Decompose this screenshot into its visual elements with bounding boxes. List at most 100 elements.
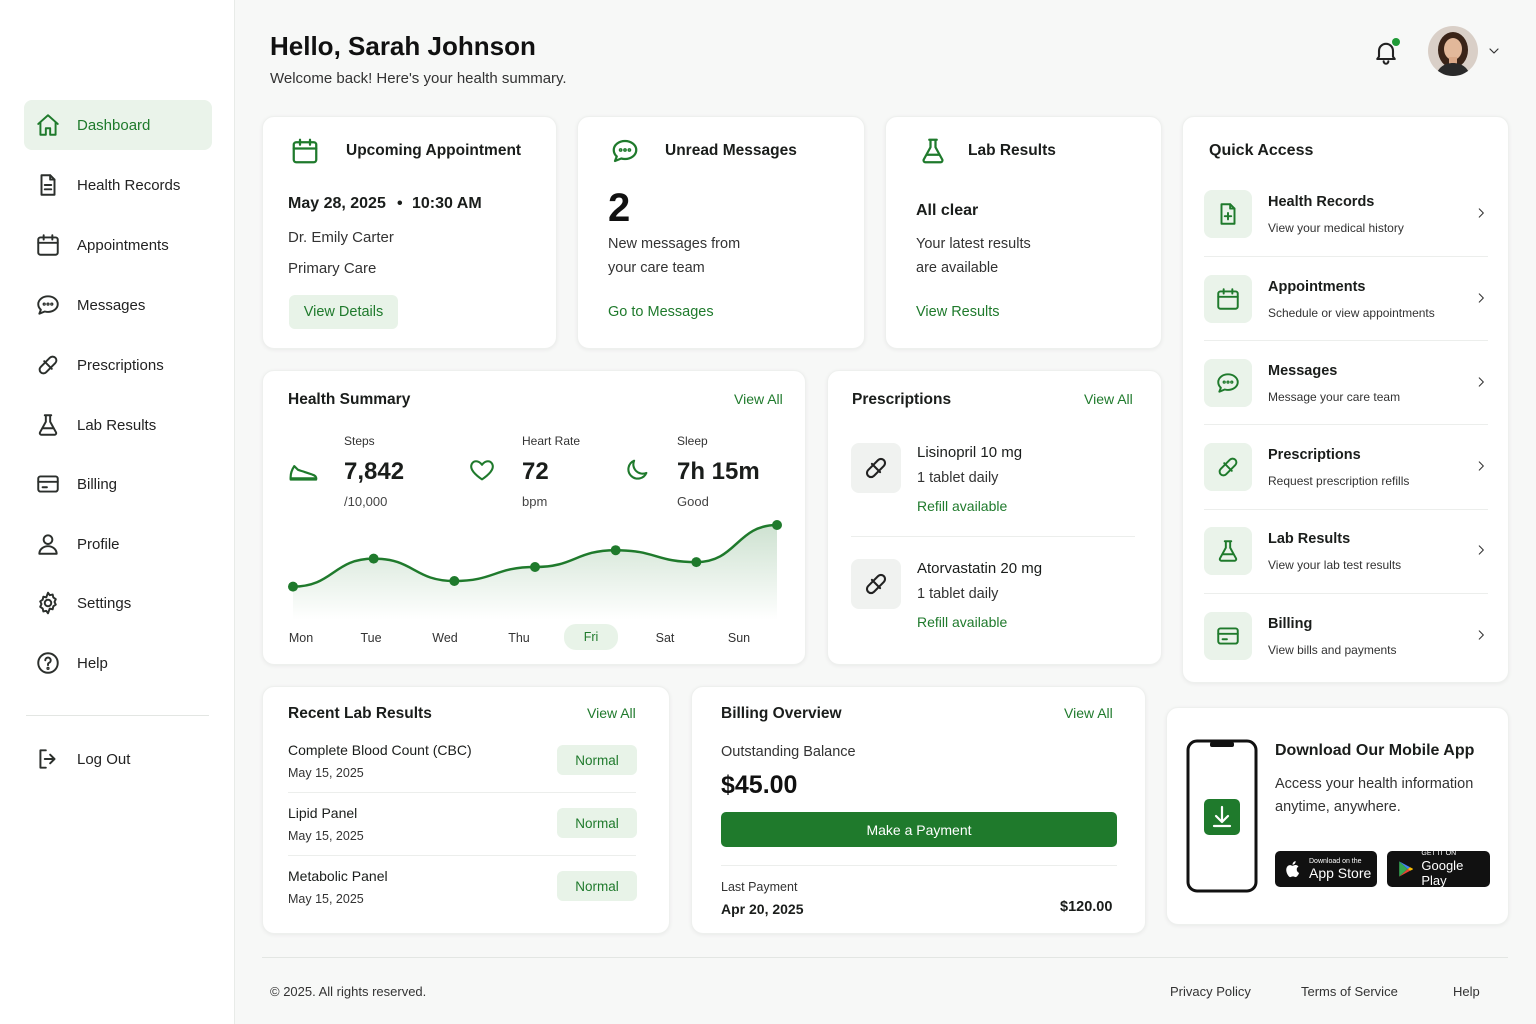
prescription-dose: 1 tablet daily xyxy=(917,470,999,486)
chart-point-tue xyxy=(368,553,379,564)
chevron-down-icon[interactable] xyxy=(1486,43,1502,59)
separator-dot: • xyxy=(397,195,403,212)
chart-point-fri xyxy=(610,545,621,556)
quick-access-item-title: Billing xyxy=(1268,616,1313,632)
google-play-icon xyxy=(1399,861,1413,877)
chart-day-label: Sun xyxy=(727,631,751,645)
prescription-divider xyxy=(851,536,1135,537)
quick-access-billing[interactable]: Billing View bills and payments xyxy=(1204,612,1488,696)
messages-card xyxy=(577,116,865,349)
status-badge: Normal xyxy=(557,745,637,775)
sidebar-item-help[interactable]: Help xyxy=(24,638,212,688)
chart-day-label: Thu xyxy=(508,631,530,645)
view-results-link[interactable]: View Results xyxy=(916,304,1000,320)
phone-illustration xyxy=(1186,739,1258,893)
avatar-image xyxy=(1428,26,1478,76)
quick-access-health-records[interactable]: Health Records View your medical history xyxy=(1204,190,1488,274)
status-badge: Normal xyxy=(557,871,637,901)
chart-day-label: Wed xyxy=(432,631,458,645)
chart-day-label-active[interactable]: Fri xyxy=(564,624,618,650)
last-payment-label: Last Payment xyxy=(721,880,798,894)
lab-test-date: May 15, 2025 xyxy=(288,892,364,906)
chart-point-mon xyxy=(288,581,298,592)
bell-icon[interactable] xyxy=(1372,38,1400,66)
messages-line1: New messages from xyxy=(608,236,741,252)
chart-day-label: Mon xyxy=(288,631,314,645)
sidebar-divider xyxy=(26,715,209,716)
health-summary-title: Health Summary xyxy=(288,391,411,408)
quick-access-messages[interactable]: Messages Message your care team xyxy=(1204,359,1488,443)
chat-icon xyxy=(1204,359,1252,407)
sidebar-item-prescriptions[interactable]: Prescriptions xyxy=(24,340,212,390)
billing-overview-card xyxy=(691,686,1146,934)
calendar-icon xyxy=(1204,275,1252,323)
quick-access-item-title: Prescriptions xyxy=(1268,447,1361,463)
sidebar-item-lab-results[interactable]: Lab Results xyxy=(24,400,212,450)
chevron-right-icon xyxy=(1478,461,1484,471)
quick-access-item-desc: View your lab test results xyxy=(1268,558,1402,572)
prescriptions-view-all[interactable]: View All xyxy=(1084,391,1133,407)
recent-lab-results-view-all[interactable]: View All xyxy=(587,705,636,721)
refill-available-link[interactable]: Refill available xyxy=(917,614,1008,630)
quick-access-title: Quick Access xyxy=(1209,142,1314,159)
steps-goal: /10,000 xyxy=(344,494,388,509)
go-to-messages-link[interactable]: Go to Messages xyxy=(608,304,714,320)
sidebar-item-label: Dashboard xyxy=(77,116,151,134)
privacy-policy-link[interactable]: Privacy Policy xyxy=(1170,984,1251,999)
make-payment-button[interactable]: Make a Payment xyxy=(721,812,1117,847)
sidebar-item-health-records[interactable]: Health Records xyxy=(24,160,212,210)
footer-help-link[interactable]: Help xyxy=(1453,984,1480,999)
billing-view-all[interactable]: View All xyxy=(1064,705,1113,721)
pill-icon xyxy=(851,443,901,493)
lab-divider xyxy=(288,792,636,793)
sidebar-item-profile[interactable]: Profile xyxy=(24,519,212,569)
billing-overview-title: Billing Overview xyxy=(721,705,842,722)
heart-rate-unit: bpm xyxy=(522,494,548,509)
heart-rate-label: Heart Rate xyxy=(522,434,581,448)
heart-rate-value: 72 xyxy=(522,458,549,485)
app-store-small-text: Download on the xyxy=(1309,857,1362,865)
last-payment-amount: $120.00 xyxy=(1060,899,1113,915)
sidebar: Dashboard Health Records Appointments Me… xyxy=(0,0,235,1024)
credit-card-icon xyxy=(1204,612,1252,660)
steps-label: Steps xyxy=(344,434,375,448)
flask-icon xyxy=(922,138,944,164)
sidebar-item-messages[interactable]: Messages xyxy=(24,280,212,330)
prescriptions-card xyxy=(827,370,1162,665)
quick-access-lab-results[interactable]: Lab Results View your lab test results xyxy=(1204,527,1488,611)
google-play-button[interactable]: GET IT ON Google Play xyxy=(1387,850,1490,888)
balance-label: Outstanding Balance xyxy=(721,744,856,760)
terms-of-service-link[interactable]: Terms of Service xyxy=(1301,984,1398,999)
logout-icon xyxy=(39,749,56,769)
quick-access-prescriptions[interactable]: Prescriptions Request prescription refil… xyxy=(1204,443,1488,527)
sidebar-item-appointments[interactable]: Appointments xyxy=(24,220,212,270)
view-details-button[interactable]: View Details xyxy=(289,295,398,329)
sidebar-item-dashboard[interactable]: Dashboard xyxy=(24,100,212,150)
recent-lab-results-title: Recent Lab Results xyxy=(288,705,432,722)
sidebar-item-label: Messages xyxy=(77,296,146,314)
apple-icon xyxy=(1286,861,1300,878)
chat-icon xyxy=(612,139,638,163)
sleep-label: Sleep xyxy=(677,434,708,448)
refill-available-link[interactable]: Refill available xyxy=(917,498,1008,514)
chevron-right-icon xyxy=(1478,545,1484,555)
quick-access-divider xyxy=(1204,593,1488,594)
quick-access-appointments[interactable]: Appointments Schedule or view appointmen… xyxy=(1204,275,1488,359)
last-payment-date: Apr 20, 2025 xyxy=(721,901,804,917)
health-trend-chart xyxy=(288,520,782,620)
sleep-value: 7h 15m xyxy=(677,458,760,485)
sidebar-item-logout[interactable]: Log Out xyxy=(24,734,212,784)
avatar[interactable] xyxy=(1428,26,1478,76)
credit-card-icon xyxy=(37,475,59,493)
quick-access-item-title: Health Records xyxy=(1268,194,1375,210)
sidebar-item-billing[interactable]: Billing xyxy=(24,459,212,509)
quick-access-item-title: Messages xyxy=(1268,363,1338,379)
sidebar-item-label: Profile xyxy=(77,535,120,553)
mobile-app-line1: Access your health information xyxy=(1275,776,1474,792)
balance-amount: $45.00 xyxy=(721,771,798,799)
sidebar-item-settings[interactable]: Settings xyxy=(24,578,212,628)
prescriptions-title: Prescriptions xyxy=(852,391,952,408)
health-summary-view-all[interactable]: View All xyxy=(734,391,783,407)
lab-divider xyxy=(288,855,636,856)
app-store-button[interactable]: Download on the App Store xyxy=(1275,851,1377,887)
